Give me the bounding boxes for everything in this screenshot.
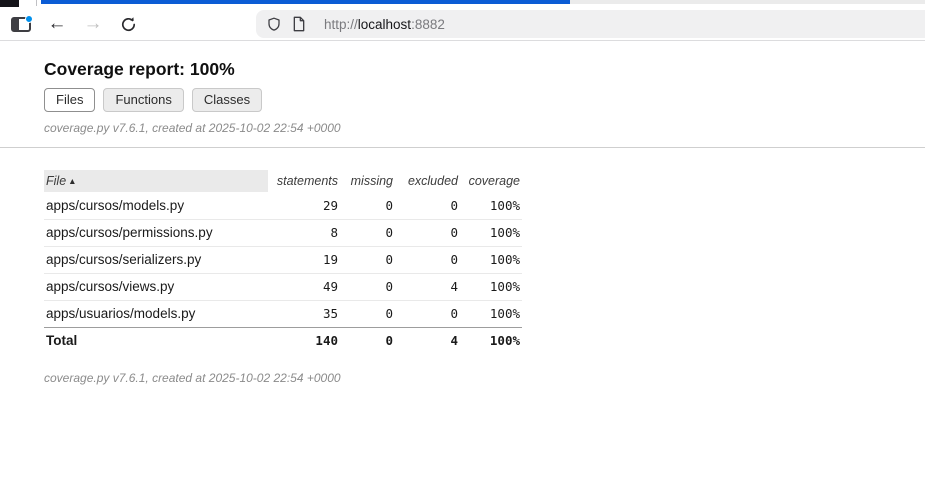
table-row: apps/usuarios/models.py 35 0 0 100% <box>44 300 522 327</box>
coverage-table: File ▲ statements missing excluded covera… <box>44 170 522 354</box>
url-port: :8882 <box>411 16 445 32</box>
excluded-value: 0 <box>395 246 460 274</box>
active-tab-indicator[interactable] <box>41 0 570 4</box>
reload-icon <box>121 16 135 31</box>
excluded-value: 0 <box>395 192 460 220</box>
column-header-excluded[interactable]: excluded <box>407 174 458 188</box>
file-column-label: File <box>46 174 67 188</box>
report-header: Coverage report: 100% Files Functions Cl… <box>0 41 925 148</box>
functions-button[interactable]: Functions <box>103 88 184 112</box>
total-statements: 140 <box>268 326 340 354</box>
table-row: apps/cursos/views.py 49 0 4 100% <box>44 273 522 301</box>
coverage-value: 100% <box>489 306 520 321</box>
url-text[interactable]: http://localhost:8882 <box>324 17 445 32</box>
column-header-coverage[interactable]: coverage <box>468 174 520 188</box>
column-header-file[interactable]: File ▲ <box>44 170 268 192</box>
file-link[interactable]: apps/cursos/permissions.py <box>44 219 268 247</box>
total-excluded: 4 <box>395 326 460 354</box>
classes-button[interactable]: Classes <box>191 88 263 112</box>
url-host: localhost <box>357 16 412 32</box>
total-missing: 0 <box>340 326 395 354</box>
table-row: apps/cursos/serializers.py 19 0 0 100% <box>44 246 522 274</box>
sidebar-toggle-button[interactable] <box>8 8 34 40</box>
coverage-value: 100% <box>460 219 522 247</box>
forward-button[interactable]: → <box>80 8 106 40</box>
shield-icon[interactable] <box>266 16 282 33</box>
tab-strip <box>0 0 925 8</box>
column-header-missing[interactable]: missing <box>350 174 393 188</box>
coverage-value: 100% <box>460 246 522 274</box>
excluded-value: 0 <box>395 219 460 247</box>
missing-value: 0 <box>340 192 395 220</box>
total-label: Total <box>44 326 268 354</box>
page-info-icon[interactable] <box>292 16 306 32</box>
navigation-toolbar: ← → http://localhost:8882 <box>0 8 925 41</box>
tab-bar-background <box>570 0 925 4</box>
file-link[interactable]: apps/cursos/serializers.py <box>44 246 268 274</box>
footer-version-info: coverage.py v7.6.1, created at 2025-10-0… <box>44 371 341 385</box>
back-button[interactable]: ← <box>44 8 70 40</box>
page-title: Coverage report: 100% <box>44 59 235 79</box>
total-row: Total 140 0 4 100% <box>44 326 522 354</box>
column-header-statements[interactable]: statements <box>276 174 338 188</box>
view-switcher: Files Functions Classes <box>44 88 881 112</box>
table-row: apps/cursos/models.py 29 0 0 100% <box>44 192 522 220</box>
statements-value: 19 <box>268 246 340 274</box>
statements-value: 49 <box>268 273 340 301</box>
page-content: Coverage report: 100% Files Functions Cl… <box>0 41 925 487</box>
files-button[interactable]: Files <box>44 88 96 112</box>
table-header-row: File ▲ statements missing excluded covera… <box>44 170 522 192</box>
missing-value: 0 <box>340 219 395 247</box>
file-link[interactable]: apps/cursos/views.py <box>44 273 268 301</box>
coverage-value: 100% <box>460 192 522 220</box>
url-bar[interactable]: http://localhost:8882 <box>256 10 925 38</box>
file-link[interactable]: apps/cursos/models.py <box>44 192 268 220</box>
notification-dot-icon <box>25 14 33 23</box>
sort-ascending-icon: ▲ <box>68 176 77 186</box>
missing-value: 0 <box>340 246 395 274</box>
reload-button[interactable] <box>115 8 141 40</box>
sidebar-icon <box>11 14 33 32</box>
statements-value: 8 <box>268 219 340 247</box>
report-body: File ▲ statements missing excluded covera… <box>0 170 925 385</box>
tab-separator <box>36 0 37 6</box>
back-arrow-icon: ← <box>47 13 67 34</box>
excluded-value: 4 <box>395 273 460 301</box>
excluded-value: 0 <box>450 306 458 321</box>
missing-value: 0 <box>385 306 393 321</box>
coverage-value: 100% <box>460 273 522 301</box>
url-scheme: http:// <box>324 16 358 32</box>
total-coverage: 100% <box>460 326 522 354</box>
table-row: apps/cursos/permissions.py 8 0 0 100% <box>44 219 522 247</box>
version-info: coverage.py v7.6.1, created at 2025-10-0… <box>44 121 341 135</box>
missing-value: 0 <box>340 273 395 301</box>
statements-value: 29 <box>268 192 340 220</box>
window-corner <box>0 0 19 7</box>
forward-arrow-icon: → <box>83 13 103 34</box>
file-link[interactable]: apps/usuarios/models.py <box>46 306 196 321</box>
statements-value: 35 <box>322 306 338 321</box>
